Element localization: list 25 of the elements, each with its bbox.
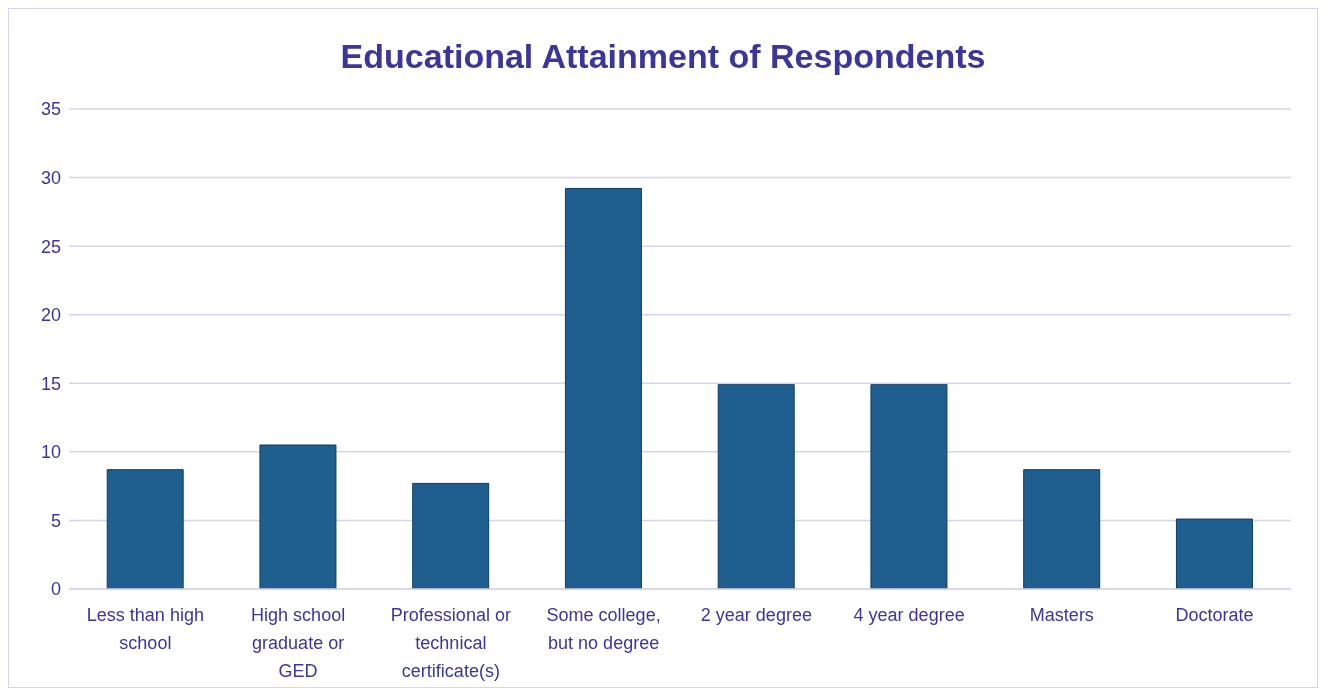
x-tick-label: High school graduate or GED [251,605,346,681]
bar [1023,469,1101,589]
y-tick-label: 20 [40,305,61,326]
x-tick-label: Masters [1029,605,1094,625]
bar [259,444,337,589]
x-tick-label: 4 year degree [853,605,965,625]
x-tick-label: Doctorate [1175,605,1254,625]
x-tick-label: Some college, but no degree [546,605,661,653]
y-tick-label: 35 [40,99,61,120]
y-tick-label: 30 [40,167,61,188]
bar [870,384,948,589]
y-tick-label: 5 [50,510,61,531]
chart-title: Educational Attainment of Respondents [339,36,987,77]
bar [717,384,795,589]
y-tick-label: 25 [40,236,61,257]
y-tick-label: 15 [40,373,61,394]
x-tick-label: Less than high school [86,605,204,653]
x-tick-label: 2 year degree [700,605,812,625]
bar [564,188,642,589]
bar [106,469,184,589]
y-tick-label: 0 [50,579,61,600]
bar [1175,518,1253,589]
x-tick-label: Professional or technical certificate(s) [390,605,511,681]
bar [412,482,490,589]
y-tick-label: 10 [40,442,61,463]
